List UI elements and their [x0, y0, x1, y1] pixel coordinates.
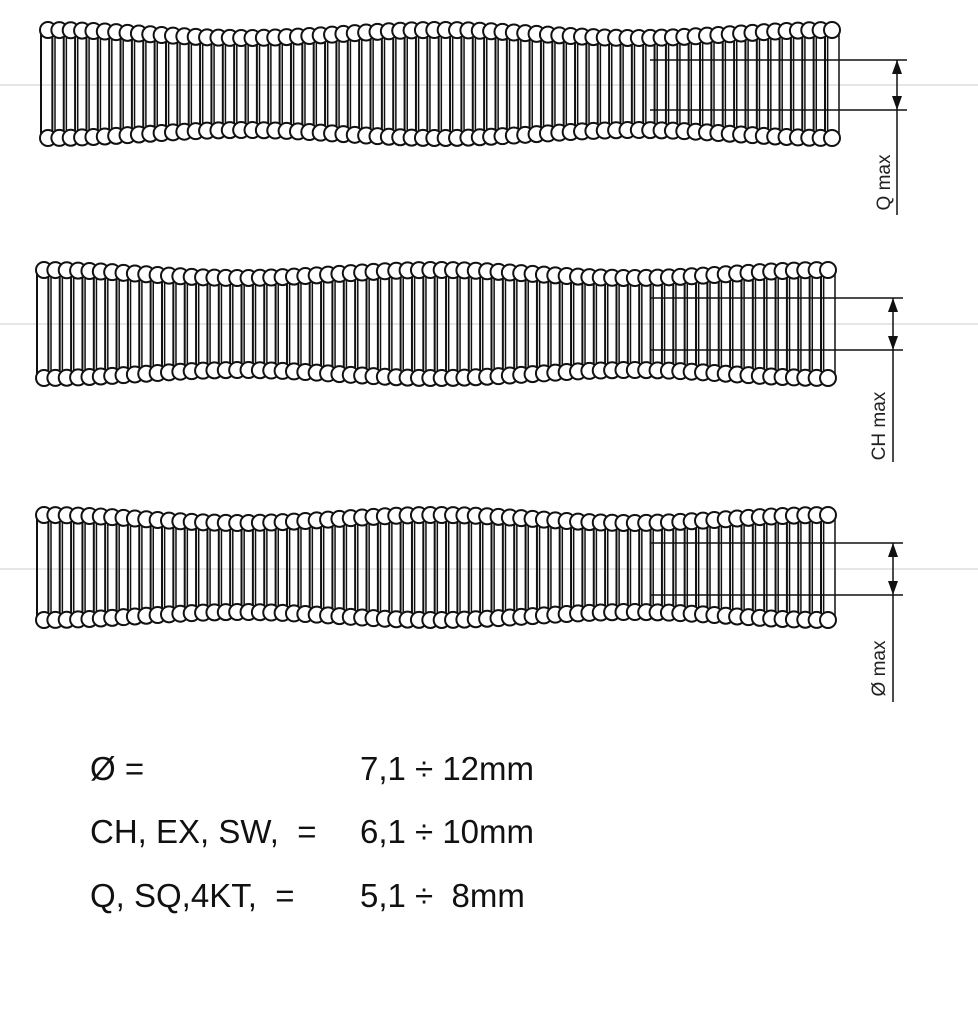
coil-top: [819, 506, 837, 524]
spring-drawings: Q max CH max Ø max: [0, 21, 978, 702]
dimension-label: Ø max: [869, 640, 890, 696]
dimension-label: CH max: [869, 391, 890, 460]
spec-range: 7,1 ÷ 12mm: [360, 750, 535, 787]
spec-name: Ø =: [90, 750, 145, 787]
spec-name: CH, EX, SW, =: [90, 813, 317, 850]
arrow-head: [892, 96, 902, 110]
spec-range: 5,1 ÷ 8mm: [360, 877, 525, 914]
arrow-head: [888, 298, 898, 312]
coil-top: [823, 21, 841, 39]
arrow-head: [888, 336, 898, 350]
coil-bottom: [819, 369, 837, 387]
coil-bottom: [823, 129, 841, 147]
coil-bottom: [819, 611, 837, 629]
dimension-label: Q max: [874, 154, 895, 210]
arrow-head: [888, 543, 898, 557]
arrow-head: [892, 60, 902, 74]
spec-name: Q, SQ,4KT, =: [90, 877, 295, 914]
spec-range: 6,1 ÷ 10mm: [360, 813, 535, 850]
arrow-head: [888, 581, 898, 595]
coil-top: [819, 261, 837, 279]
